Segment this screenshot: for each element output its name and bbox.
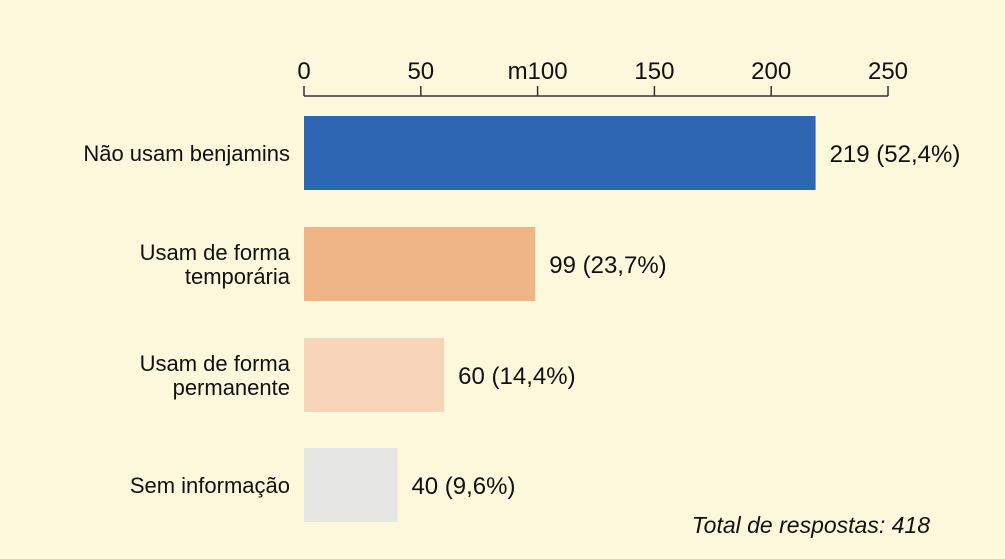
- category-label: Usam de forma: [140, 240, 291, 265]
- category-label: Não usam benjamins: [83, 141, 290, 166]
- total-responses-label: Total de respostas: 418: [692, 512, 930, 538]
- bar: [304, 116, 816, 190]
- x-axis: 0 50 m100 150 200 250: [297, 58, 908, 97]
- bar: [304, 448, 398, 522]
- bar: [304, 338, 445, 412]
- category-label: temporária: [185, 264, 291, 289]
- x-tick-label: 150: [634, 58, 674, 85]
- x-tick-label: 200: [751, 58, 791, 85]
- value-labels: 219 (52,4%) 99 (23,7%) 60 (14,4%) 40 (9,6%): [411, 141, 960, 500]
- x-tick-label: 0: [297, 58, 310, 85]
- category-label: permanente: [173, 375, 290, 400]
- x-tick-label: m100: [508, 58, 568, 85]
- value-label: 40 (9,6%): [411, 473, 515, 500]
- x-tick-label: 250: [868, 58, 908, 85]
- bar: [304, 227, 536, 301]
- value-label: 99 (23,7%): [549, 252, 666, 279]
- category-label: Sem informação: [130, 473, 290, 498]
- x-tick-label: 50: [407, 58, 434, 85]
- value-label: 219 (52,4%): [830, 141, 961, 168]
- category-label: Usam de forma: [140, 351, 291, 376]
- bars: [304, 116, 816, 522]
- value-label: 60 (14,4%): [458, 363, 575, 390]
